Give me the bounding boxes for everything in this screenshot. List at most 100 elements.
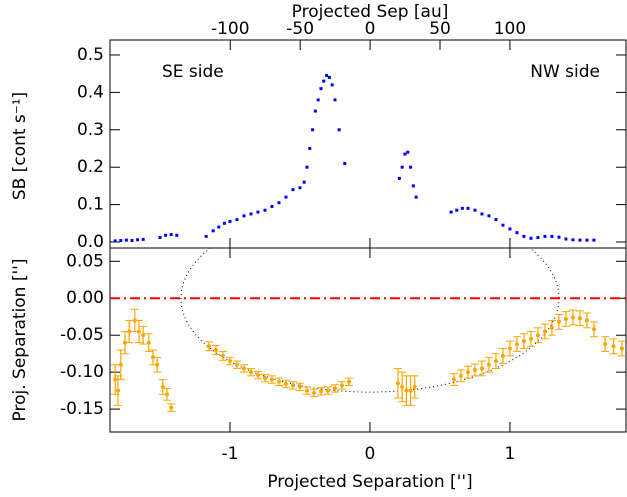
point (228, 219, 232, 223)
point (455, 208, 459, 212)
point (318, 389, 323, 394)
point (458, 373, 463, 378)
y-axis-label: SB [cont s⁻¹] (10, 92, 30, 200)
point (325, 74, 329, 78)
point (521, 339, 526, 344)
y-tick-label: 0.3 (77, 120, 104, 140)
point (480, 212, 484, 216)
plot-area (110, 248, 626, 412)
point (234, 362, 239, 367)
point (486, 362, 491, 367)
point (220, 353, 225, 358)
point (529, 236, 533, 240)
point (262, 376, 267, 381)
point (339, 383, 344, 388)
point (115, 388, 120, 393)
point (316, 98, 320, 102)
point (549, 325, 554, 330)
point (584, 318, 589, 323)
point (113, 377, 118, 382)
point (298, 186, 302, 190)
point (206, 344, 211, 349)
point (564, 237, 568, 241)
point (556, 319, 561, 324)
point (515, 231, 519, 235)
point (472, 367, 477, 372)
x-tick-label: 0 (365, 444, 376, 464)
point (175, 233, 179, 237)
point (277, 201, 281, 205)
point (542, 329, 547, 334)
point (327, 75, 331, 79)
point (500, 353, 505, 358)
point (113, 239, 117, 243)
point (487, 214, 491, 218)
point (130, 239, 134, 243)
point (136, 238, 140, 242)
point (164, 233, 168, 237)
point (158, 236, 162, 240)
top-tick-label: -100 (211, 19, 250, 39)
point (543, 234, 547, 238)
point (411, 184, 415, 188)
point (242, 214, 246, 218)
point (403, 152, 407, 156)
point (283, 381, 288, 386)
point (150, 355, 155, 360)
point (290, 383, 295, 388)
point (302, 180, 306, 184)
point (404, 388, 409, 393)
point (235, 218, 239, 222)
top-tick-label: -50 (286, 19, 314, 39)
point (343, 161, 347, 165)
top-tick-label: 0 (365, 19, 376, 39)
point (409, 165, 413, 169)
point (270, 204, 274, 208)
point (536, 236, 540, 240)
point (346, 379, 351, 384)
point (119, 239, 123, 243)
point (263, 208, 267, 212)
point (412, 384, 417, 389)
point (284, 195, 288, 199)
point (146, 340, 151, 345)
point (473, 208, 477, 212)
annotation: NW side (530, 62, 600, 82)
point (132, 318, 137, 323)
y-tick-label: 0.2 (77, 157, 104, 177)
point (204, 234, 208, 238)
point (337, 128, 341, 132)
point (603, 342, 608, 347)
point (479, 366, 484, 371)
point (304, 388, 309, 393)
y-tick-label: 0.05 (66, 251, 104, 271)
point (291, 188, 295, 192)
point (330, 83, 334, 87)
point (332, 386, 337, 391)
point (563, 316, 568, 321)
point (311, 390, 316, 395)
point (217, 225, 221, 229)
point (592, 238, 596, 242)
point (241, 366, 246, 371)
point (319, 87, 323, 91)
point (227, 359, 232, 364)
point (550, 234, 554, 238)
point (460, 206, 464, 210)
x-tick-label: 1 (505, 444, 516, 464)
bottom-frame (109, 247, 627, 433)
point (408, 388, 413, 393)
point (577, 316, 582, 321)
point (494, 218, 498, 222)
y-tick-label: 0.4 (77, 82, 104, 102)
point (118, 362, 123, 367)
point (136, 329, 141, 334)
y-tick-label: 0.5 (77, 45, 104, 65)
point (313, 109, 317, 113)
point (169, 405, 174, 410)
point (535, 333, 540, 338)
point (308, 146, 312, 150)
point (507, 346, 512, 351)
point (141, 237, 145, 241)
y-tick-label: -0.15 (60, 399, 104, 419)
